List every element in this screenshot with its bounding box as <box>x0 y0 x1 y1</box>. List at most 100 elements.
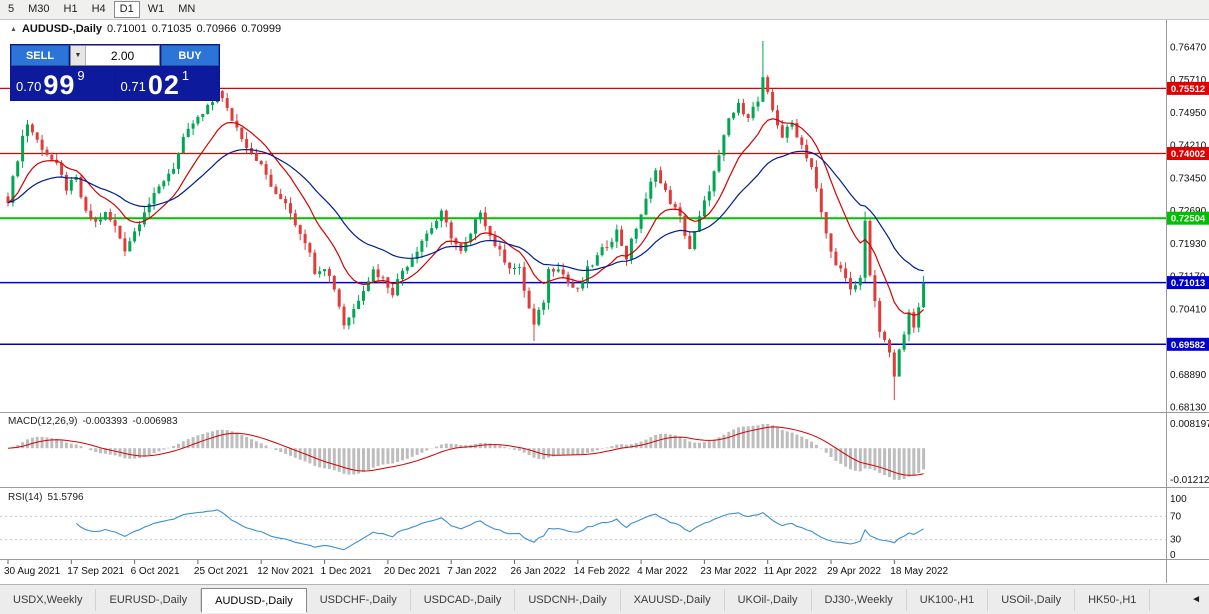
tab-ukoil-daily[interactable]: UKOil-,Daily <box>725 589 812 611</box>
tabs-scroll-left-button[interactable]: ◄ <box>1191 594 1201 605</box>
chart-symbol-icon: ▲ <box>10 25 17 33</box>
volume-value[interactable]: 2.00 <box>110 48 135 63</box>
candlestick-series <box>6 41 926 401</box>
horizontal-level-lines[interactable] <box>0 87 1166 346</box>
rsi-axis-label: 100 <box>1170 494 1187 505</box>
price-axis-label: 0.74210 <box>1170 141 1207 152</box>
volume-stepper[interactable]: ▼ 2.00 <box>70 45 160 66</box>
timeframe-m30[interactable]: M30 <box>28 3 50 15</box>
date-axis-label: 7 Jan 2022 <box>447 566 497 577</box>
date-axis-label: 6 Oct 2021 <box>131 566 180 577</box>
tab-uk100-h1[interactable]: UK100-,H1 <box>907 589 989 611</box>
volume-dropdown-icon[interactable]: ▼ <box>71 46 86 65</box>
price-tag-0.69582 <box>1167 337 1209 351</box>
tab-eurusd-daily[interactable]: EURUSD-,Daily <box>96 589 202 611</box>
macd-signal-value: -0.006983 <box>132 416 178 427</box>
price-axis-label: 0.72690 <box>1170 206 1207 217</box>
chart-tabs-bar: USDX,Weekly EURUSD-,Daily AUDUSD-,Daily USD… <box>0 584 1209 614</box>
buy-price-prefix: 0.71 <box>120 79 146 94</box>
tab-usdcad-daily[interactable]: USDCAD-,Daily <box>411 589 516 611</box>
date-axis-label: 12 Nov 2021 <box>257 566 314 577</box>
macd-axis-label: -0.012123 <box>1170 475 1209 486</box>
date-axis-label: 25 Oct 2021 <box>194 566 249 577</box>
timeframe-h1[interactable]: H1 <box>63 3 78 15</box>
price-tag-0.72504 <box>1167 211 1209 225</box>
rsi-label: RSI(14) 51.5796 <box>8 492 89 503</box>
price-axis-label: 0.68890 <box>1170 370 1207 381</box>
price-tag-text: 0.72504 <box>1171 214 1206 225</box>
tab-audusd-daily[interactable]: AUDUSD-,Daily <box>201 588 307 613</box>
tab-usdcnh-daily[interactable]: USDCNH-,Daily <box>515 589 621 611</box>
price-tag-text: 0.71013 <box>1171 278 1205 289</box>
rsi-indicator-panel <box>0 509 1166 551</box>
date-axis-label: 1 Dec 2021 <box>321 566 373 577</box>
date-axis-label: 18 May 2022 <box>890 566 948 577</box>
date-axis-label: 11 Apr 2022 <box>764 566 818 577</box>
tab-xauusd-daily[interactable]: XAUUSD-,Daily <box>621 589 725 611</box>
ohlc-low: 0.70966 <box>196 23 237 35</box>
price-tag-0.71013 <box>1167 276 1209 290</box>
chart-tabs: USDX,Weekly EURUSD-,Daily AUDUSD-,Daily USD… <box>0 585 1183 613</box>
moving-average-12 <box>7 118 925 317</box>
macd-signal-line <box>7 426 924 476</box>
date-axis-label: 17 Sep 2021 <box>67 566 124 577</box>
timeframe-5[interactable]: 5 <box>8 3 15 15</box>
date-axis-label: 4 Mar 2022 <box>637 566 688 577</box>
price-tag-text: 0.75512 <box>1171 84 1205 95</box>
price-tag-0.74002 <box>1167 147 1209 160</box>
price-tag-text: 0.69582 <box>1171 340 1205 351</box>
macd-name: MACD(12,26,9) <box>8 416 78 427</box>
macd-main-value: -0.003393 <box>82 416 128 427</box>
price-axis-label: 0.76470 <box>1170 43 1207 54</box>
buy-price-pipette: 1 <box>181 68 190 83</box>
tab-hk50-h1[interactable]: HK50-,H1 <box>1075 589 1151 611</box>
rsi-axis-label: 70 <box>1170 511 1182 522</box>
timeframe-h4[interactable]: H4 <box>91 3 106 15</box>
date-axis-label: 26 Jan 2022 <box>511 566 566 577</box>
sell-price-prefix: 0.70 <box>16 79 42 94</box>
sell-button[interactable]: SELL <box>11 45 69 66</box>
macd-label: MACD(12,26,9) -0.003393 -0.006983 <box>8 416 183 427</box>
buy-price-digits: 02 <box>147 70 180 100</box>
price-axis-label: 0.74950 <box>1170 108 1207 119</box>
price-tag-0.75512 <box>1167 81 1209 95</box>
tab-usdchf-daily[interactable]: USDCHF-,Daily <box>307 589 411 611</box>
timeframe-d1[interactable]: D1 <box>113 1 140 18</box>
timeframe-w1[interactable]: W1 <box>147 3 165 15</box>
timeframe-toolbar: 5 M30 H1 H4 D1 W1 MN <box>0 0 1209 20</box>
buy-button[interactable]: BUY <box>161 45 219 66</box>
rsi-name: RSI(14) <box>8 492 43 503</box>
rsi-value: 51.5796 <box>47 492 84 503</box>
sell-price-display[interactable]: 0.70 99 9 <box>11 67 115 100</box>
price-axis-label: 0.73450 <box>1170 173 1207 184</box>
tab-dj30-weekly[interactable]: DJ30-,Weekly <box>812 589 907 611</box>
panel-separators <box>0 19 1209 583</box>
ohlc-high: 0.71035 <box>151 23 192 35</box>
date-axis-label: 29 Apr 2022 <box>827 566 881 577</box>
macd-indicator-panel <box>7 424 926 480</box>
price-axis-label: 0.70410 <box>1170 304 1207 315</box>
date-axis-label: 30 Aug 2021 <box>4 566 61 577</box>
macd-axis-label: 0.008197 <box>1170 419 1209 430</box>
date-axis-label: 20 Dec 2021 <box>384 566 441 577</box>
timeframe-mn[interactable]: MN <box>178 3 196 15</box>
price-axis-label: 0.75710 <box>1170 75 1207 86</box>
rsi-line <box>75 509 924 551</box>
price-axis-label: 0.68130 <box>1170 403 1207 414</box>
moving-average-lines <box>7 118 925 317</box>
tab-usoil-daily[interactable]: USOil-,Daily <box>988 589 1076 611</box>
ohlc-close: 0.70999 <box>241 23 282 35</box>
date-axis-label: 23 Mar 2022 <box>700 566 757 577</box>
one-click-trading-panel: SELL ▼ 2.00 BUY 0.70 99 9 0.71 02 1 <box>10 44 220 101</box>
chart-title: ▲ AUDUSD-,Daily 0.71001 0.71035 0.70966 … <box>10 23 281 35</box>
buy-price-display[interactable]: 0.71 02 1 <box>115 67 219 100</box>
sell-price-digits: 99 <box>43 70 76 100</box>
moving-average-30 <box>7 148 924 272</box>
price-tag-text: 0.74002 <box>1171 149 1205 160</box>
chart-axes: 0.76470 0.75710 0.74950 0.74210 0.73450 0.726… <box>4 43 1209 577</box>
rsi-axis-label: 30 <box>1170 535 1182 546</box>
rsi-axis-label: 0 <box>1170 550 1176 561</box>
price-axis-label: 0.71930 <box>1170 239 1207 250</box>
tab-usdx-weekly[interactable]: USDX,Weekly <box>0 589 97 611</box>
